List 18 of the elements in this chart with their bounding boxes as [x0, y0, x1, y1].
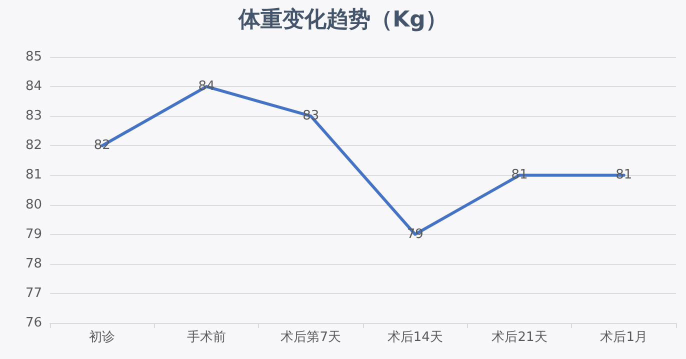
y-tick-label: 81 [25, 168, 42, 183]
x-tick-label: 初诊 [89, 330, 116, 345]
chart-title: 体重变化趋势（Kg） [238, 6, 448, 32]
x-tick-label: 术后1月 [600, 330, 648, 345]
y-tick-label: 78 [25, 256, 42, 272]
y-tick-label: 80 [25, 197, 42, 212]
y-tick-label: 79 [25, 226, 42, 242]
y-tick-label: 76 [25, 316, 42, 330]
y-tick-label: 83 [25, 108, 42, 124]
x-tick-label: 术后14天 [387, 330, 443, 345]
x-tick-label: 术后第7天 [280, 330, 341, 345]
data-label: 81 [511, 168, 528, 183]
y-tick-label: 84 [25, 79, 42, 94]
y-tick-label: 85 [25, 50, 42, 64]
x-tick-label: 术后21天 [492, 330, 548, 345]
y-tick-label: 82 [25, 138, 42, 154]
x-tick-label: 手术前 [187, 330, 226, 345]
y-tick-label: 77 [25, 286, 42, 301]
